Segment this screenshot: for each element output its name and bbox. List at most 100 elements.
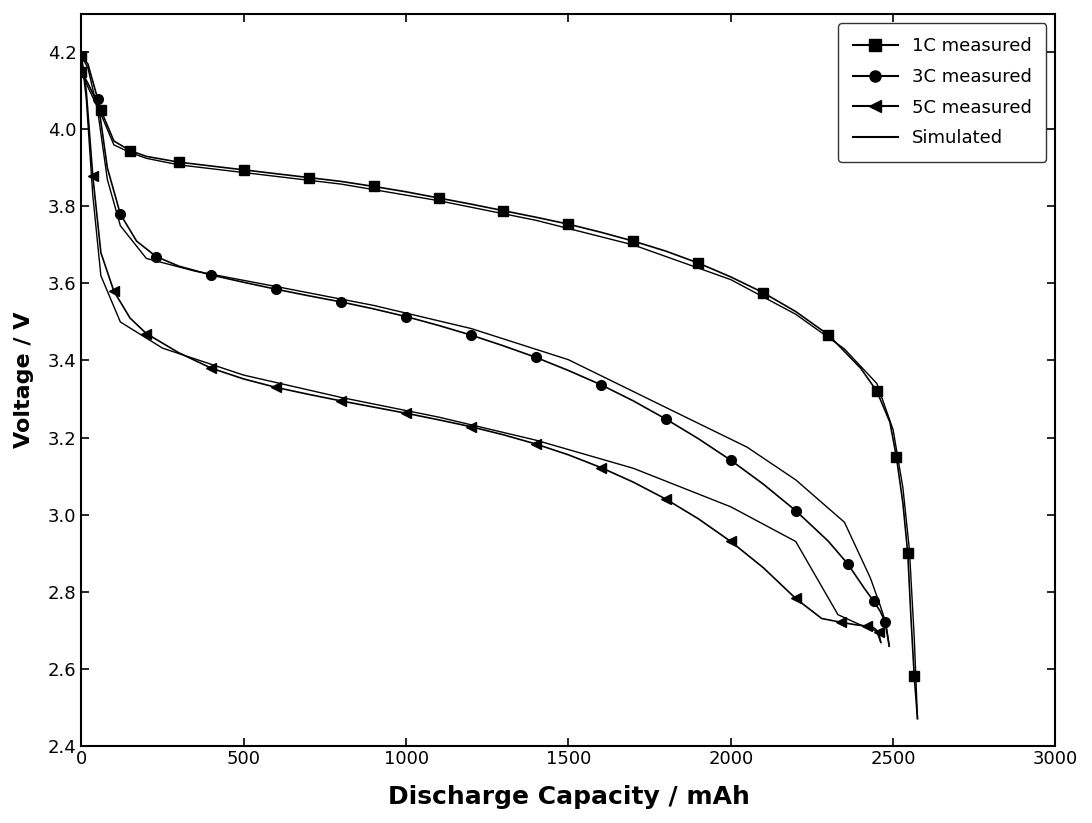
1C measured [562, 219, 575, 229]
1C measured [724, 272, 737, 281]
1C measured [302, 173, 316, 183]
5C measured [497, 430, 510, 439]
5C measured [851, 620, 864, 630]
1C measured [204, 161, 217, 171]
5C measured [432, 415, 446, 425]
5C measured [302, 389, 316, 399]
5C measured [873, 627, 886, 637]
5C measured [86, 170, 99, 180]
5C measured [94, 248, 107, 258]
1C measured [75, 67, 88, 77]
3C measured [757, 479, 770, 489]
5C measured [107, 286, 120, 296]
3C measured [874, 607, 887, 616]
3C measured [114, 209, 127, 219]
5C measured [80, 86, 93, 95]
5C measured [367, 402, 380, 412]
1C measured [911, 714, 924, 723]
1C measured [691, 258, 704, 268]
3C measured [530, 352, 543, 362]
5C measured [173, 348, 186, 358]
5C measured [140, 328, 153, 338]
5C measured [334, 396, 347, 406]
5C measured [790, 593, 803, 603]
1C measured [890, 452, 903, 462]
3C measured [91, 94, 104, 104]
1C measured [530, 212, 543, 222]
5C measured [204, 363, 217, 373]
Line: 3C measured: 3C measured [76, 51, 894, 651]
5C measured [757, 563, 770, 573]
3C measured [691, 434, 704, 444]
1C measured [660, 246, 673, 256]
1C measured [464, 199, 477, 209]
3C measured [204, 270, 217, 280]
1C measured [94, 105, 107, 115]
1C measured [907, 672, 921, 681]
5C measured [627, 477, 640, 487]
3C measured [867, 596, 880, 606]
3C measured [237, 277, 250, 287]
1C measured [173, 157, 186, 167]
1C measured [757, 288, 770, 298]
Line: 5C measured: 5C measured [76, 51, 886, 647]
3C measured [497, 341, 510, 351]
1C measured [883, 417, 897, 427]
1C measured [334, 176, 347, 186]
5C measured [400, 408, 413, 418]
5C measured [860, 621, 874, 631]
1C measured [237, 165, 250, 174]
5C measured [123, 314, 136, 323]
1C measured [854, 363, 867, 373]
1C measured [432, 193, 446, 203]
5C measured [530, 439, 543, 449]
1C measured [790, 307, 803, 317]
3C measured [334, 297, 347, 307]
3C measured [400, 312, 413, 322]
3C measured [594, 379, 607, 389]
3C measured [790, 505, 803, 515]
1C measured [497, 206, 510, 216]
1C measured [400, 187, 413, 197]
3C measured [821, 536, 834, 546]
1C measured [140, 151, 153, 161]
3C measured [173, 261, 186, 271]
5C measured [464, 421, 477, 431]
1C measured [870, 386, 883, 396]
3C measured [878, 616, 891, 626]
1C measured [367, 182, 380, 192]
3C measured [432, 320, 446, 330]
3C measured [857, 583, 870, 593]
5C measured [867, 623, 880, 633]
5C measured [691, 514, 704, 523]
Line: 1C measured: 1C measured [76, 67, 923, 723]
X-axis label: Discharge Capacity / mAh: Discharge Capacity / mAh [388, 785, 749, 809]
1C measured [123, 146, 136, 156]
5C measured [75, 51, 88, 61]
3C measured [660, 414, 673, 424]
3C measured [150, 252, 163, 262]
1C measured [107, 136, 120, 146]
5C measured [237, 374, 250, 384]
3C measured [100, 163, 114, 173]
3C measured [367, 304, 380, 314]
5C measured [815, 614, 828, 624]
1C measured [270, 169, 283, 179]
3C measured [841, 559, 854, 569]
5C measured [270, 383, 283, 393]
Legend: 1C measured, 3C measured, 5C measured, Simulated: 1C measured, 3C measured, 5C measured, S… [839, 23, 1046, 162]
3C measured [81, 59, 94, 69]
3C measured [724, 455, 737, 465]
3C measured [627, 396, 640, 406]
5C measured [724, 537, 737, 546]
1C measured [594, 227, 607, 237]
3C measured [464, 330, 477, 340]
1C measured [821, 330, 834, 340]
5C measured [660, 494, 673, 504]
Y-axis label: Voltage / V: Voltage / V [14, 311, 34, 448]
3C measured [562, 365, 575, 375]
3C measured [270, 284, 283, 294]
1C measured [901, 548, 914, 558]
5C measured [834, 617, 847, 627]
3C measured [75, 51, 88, 61]
